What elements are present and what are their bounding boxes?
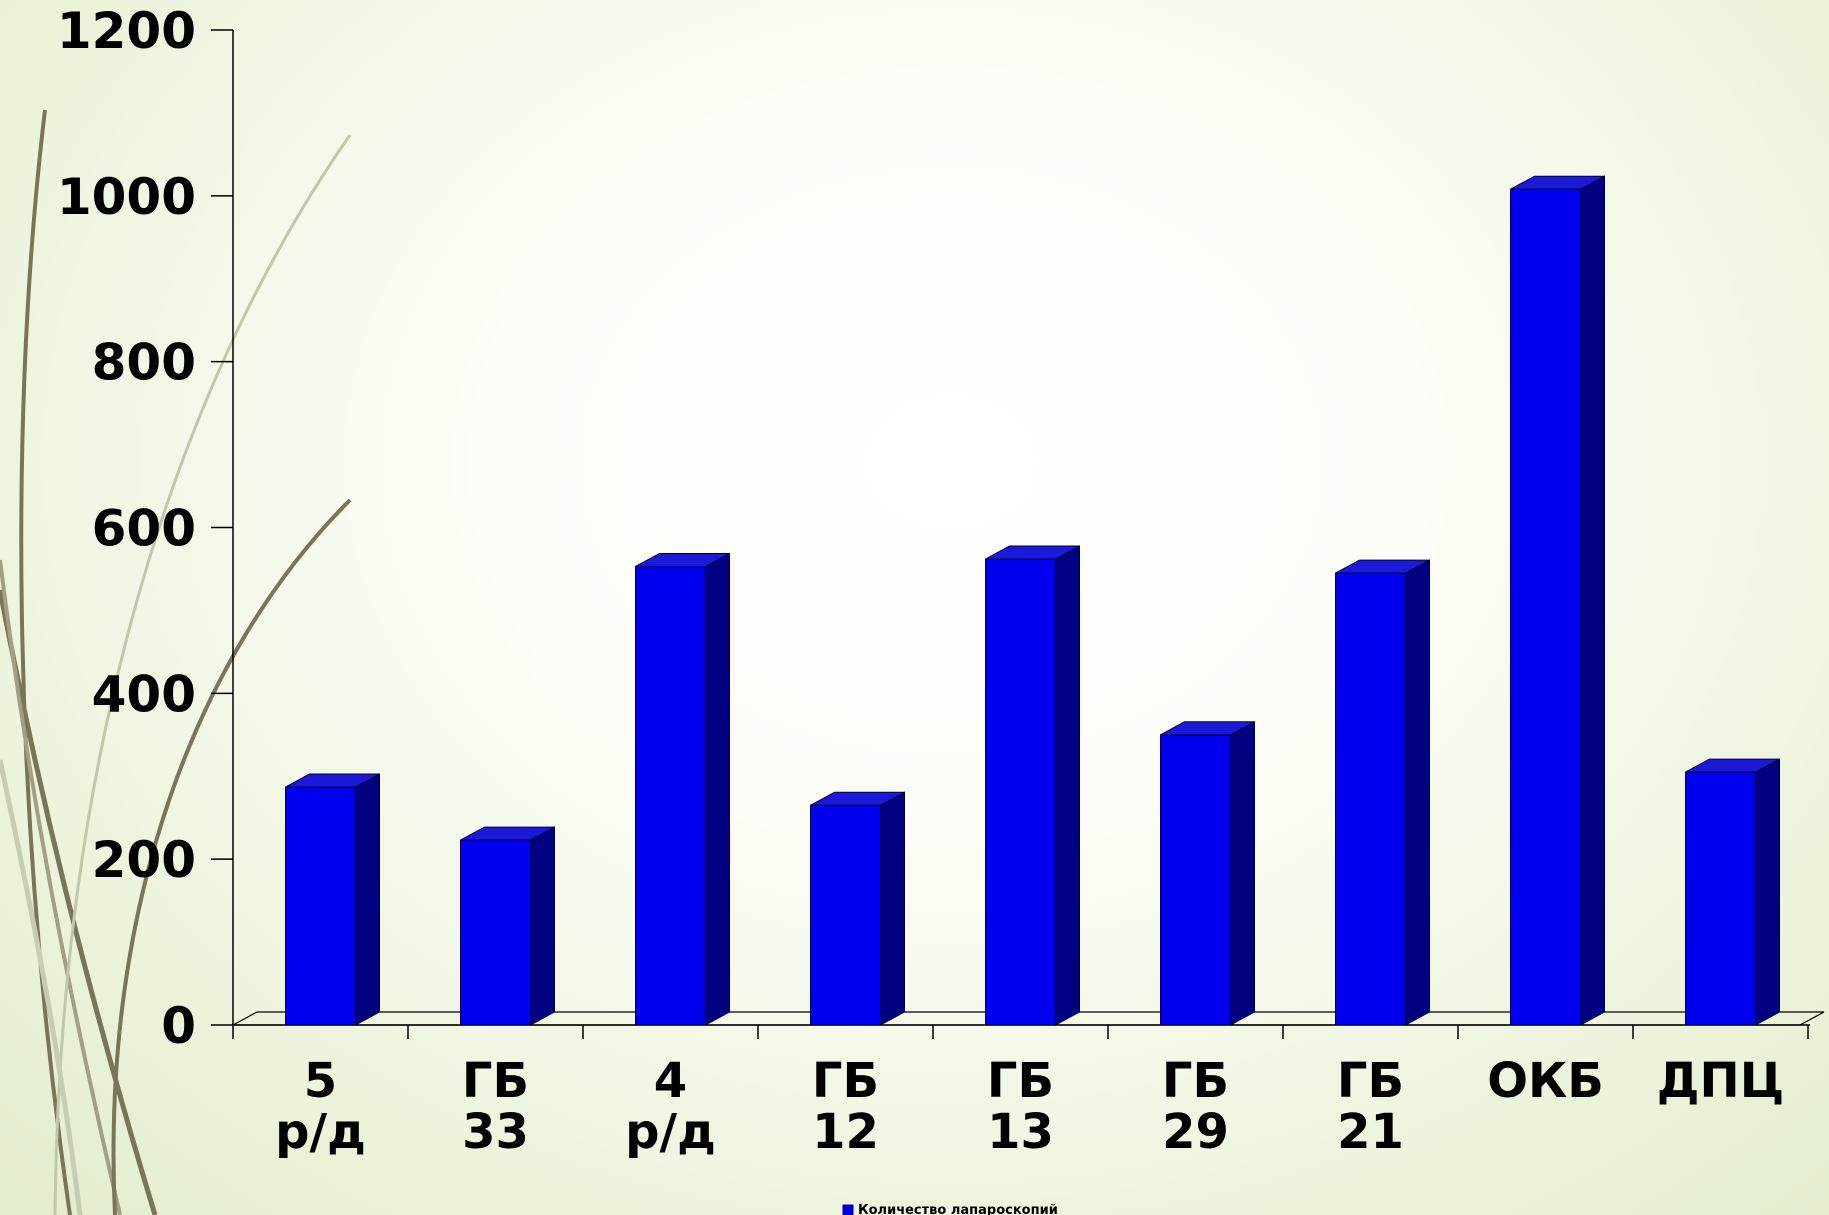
bar — [1510, 175, 1605, 1026]
legend-swatch — [842, 1204, 854, 1215]
x-category-label: 13 — [987, 1104, 1054, 1160]
bar — [1335, 559, 1430, 1026]
x-category-label: ГБ — [812, 1053, 879, 1109]
bar-side — [1055, 545, 1080, 1026]
y-tick-label: 600 — [92, 500, 196, 558]
decorative-swooshes — [0, 109, 352, 1215]
bar — [985, 545, 1080, 1026]
bar-front — [810, 804, 881, 1026]
x-category-label: ГБ — [462, 1053, 529, 1109]
x-category-label: ГБ — [987, 1053, 1054, 1109]
bar-side — [705, 552, 730, 1026]
x-category-label: ГБ — [1337, 1053, 1404, 1109]
y-tick-label: 1200 — [57, 2, 196, 60]
bar-front — [1510, 188, 1581, 1026]
bar — [635, 552, 730, 1026]
bar-front — [1160, 734, 1231, 1026]
bars — [285, 175, 1780, 1026]
x-category-label: ДПЦ — [1657, 1053, 1784, 1109]
x-category-label: 4 — [654, 1053, 687, 1109]
bar — [1685, 758, 1780, 1026]
y-tick-label: 200 — [92, 831, 196, 889]
x-category-label: ГБ — [1162, 1053, 1229, 1109]
x-category-label: 33 — [462, 1104, 529, 1160]
bar-front — [460, 839, 531, 1026]
bar-side — [355, 773, 380, 1026]
bar-side — [1230, 720, 1255, 1026]
x-category-label: р/д — [275, 1104, 366, 1160]
bar — [460, 826, 555, 1026]
bar-side — [880, 791, 905, 1026]
legend-label: Количество лапароскопий — [858, 1203, 1058, 1215]
bar-front — [1335, 572, 1406, 1026]
bar-front — [635, 565, 706, 1026]
y-tick-label: 0 — [161, 997, 196, 1055]
bar-side — [1405, 559, 1430, 1026]
y-tick-label: 800 — [92, 334, 196, 392]
labels: 0200400600800100012005р/дГБ334р/дГБ12ГБ1… — [57, 2, 1784, 1160]
bar — [285, 773, 380, 1026]
bar-front — [285, 786, 356, 1026]
bar-side — [1755, 758, 1780, 1026]
x-category-label: ОКБ — [1487, 1053, 1604, 1109]
y-tick-label: 1000 — [57, 168, 196, 226]
bar — [1160, 720, 1255, 1026]
y-tick-label: 400 — [92, 665, 196, 723]
bar-front — [1685, 771, 1756, 1026]
bar — [810, 791, 905, 1026]
x-category-label: 5 — [304, 1053, 337, 1109]
x-category-label: 21 — [1337, 1104, 1404, 1160]
x-category-label: р/д — [625, 1104, 716, 1160]
legend: Количество лапароскопий — [842, 1203, 1058, 1215]
bar-front — [985, 558, 1056, 1026]
x-category-label: 12 — [812, 1104, 879, 1160]
bar-side — [1580, 175, 1605, 1026]
x-category-label: 29 — [1162, 1104, 1229, 1160]
bar-side — [530, 826, 555, 1026]
